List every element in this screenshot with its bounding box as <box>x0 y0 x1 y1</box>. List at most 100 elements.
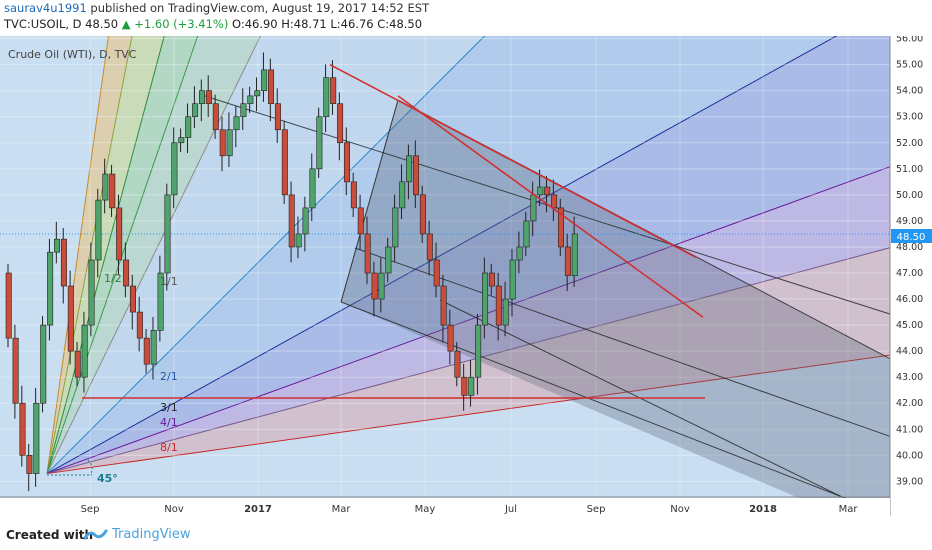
gann-fan <box>46 36 890 475</box>
symbol-line: TVC:USOIL, D 48.50 <box>4 17 122 31</box>
candle-body-6 <box>40 324 47 404</box>
tradingview-link[interactable]: TradingView <box>112 527 191 542</box>
y-tick-label-18: 56.00 <box>896 36 923 45</box>
candle-body-36 <box>247 95 254 105</box>
y-tick-label-14: 52.00 <box>896 138 923 149</box>
candle-body-48 <box>330 77 337 105</box>
candle-body-72 <box>495 285 502 326</box>
candle-body-26 <box>178 137 185 144</box>
candle-body-50 <box>343 142 350 183</box>
candle-body-83 <box>571 233 578 276</box>
candle-body-9 <box>60 238 67 287</box>
y-tick-label-10: 48.00 <box>896 242 923 253</box>
candle-body-25 <box>171 142 178 196</box>
candle-body-16 <box>109 173 116 209</box>
candle-body-43 <box>295 233 302 248</box>
candle-body-20 <box>136 311 143 339</box>
time-axis: Sep Nov 2017 Mar May Jul Sep Nov 2018 Mar <box>81 504 859 515</box>
fan-line-10 <box>46 354 890 475</box>
candle-body-22 <box>150 330 157 365</box>
y-tick-label-7: 45.00 <box>896 320 923 331</box>
candle-body-12 <box>81 324 88 378</box>
y-tick-label-15: 53.00 <box>896 112 923 123</box>
last-price-label: 48.50 <box>897 232 926 243</box>
candle-body-37 <box>254 90 261 97</box>
created-with-label: Created with <box>6 528 94 542</box>
fan-label-4: 3/1 <box>160 401 178 414</box>
y-tick-label-6: 44.00 <box>896 346 923 357</box>
symbol-info: TVC:USOIL, D 48.50 ▲ +1.60 (+3.41%) O:46… <box>4 17 422 31</box>
candle-body-55 <box>378 272 385 300</box>
fan-line-7 <box>46 36 838 474</box>
candles <box>5 52 578 492</box>
candle-body-7 <box>47 251 54 326</box>
candle-body-59 <box>406 155 413 183</box>
y-tick-label-12: 50.00 <box>896 190 923 201</box>
candle-body-19 <box>129 285 136 313</box>
fan-line-9 <box>46 247 890 475</box>
price-chart[interactable]: Crude Oil (WTI), D, TVC 39.00 40.00 41.00 4… <box>0 36 932 520</box>
candle-body-51 <box>350 181 357 209</box>
fan-line-2 <box>46 36 133 474</box>
candle-body-34 <box>233 116 240 131</box>
y-tick-label-17: 55.00 <box>896 60 923 71</box>
candle-body-67 <box>461 376 468 396</box>
candle-body-78 <box>537 186 544 196</box>
fan-band-7 <box>47 36 890 474</box>
fan-line-6 <box>46 36 486 474</box>
candle-body-14 <box>95 199 102 261</box>
candle-body-41 <box>281 129 288 196</box>
candle-body-13 <box>88 259 95 326</box>
candle-body-31 <box>212 103 219 131</box>
y-tick-label-1: 39.00 <box>896 476 923 487</box>
time-axis-background <box>0 498 890 516</box>
y-tick-label-2: 40.00 <box>896 450 923 461</box>
candle-body-3 <box>19 402 26 456</box>
y-tick-label-11: 49.00 <box>896 216 923 227</box>
x-tick-label-2: Nov <box>164 504 184 515</box>
y-tick-label-3: 41.00 <box>896 424 923 435</box>
candle-body-32 <box>219 129 226 157</box>
x-tick-label-9: 2018 <box>749 504 777 515</box>
x-tick-label-1: Sep <box>81 504 100 515</box>
candle-body-27 <box>185 116 192 138</box>
x-tick-label-10: Mar <box>839 504 859 515</box>
x-tick-label-5: May <box>415 504 436 515</box>
candle-body-38 <box>261 69 268 91</box>
y-tick-label-9: 47.00 <box>896 268 923 279</box>
candle-body-79 <box>544 186 551 196</box>
publish-info: saurav4u1991 published on TradingView.co… <box>4 1 429 15</box>
tradingview-logo-icon <box>84 529 108 540</box>
fan-label-1: 1/2 <box>104 272 122 285</box>
candle-body-71 <box>488 272 495 287</box>
candle-body-68 <box>468 376 475 396</box>
price-axis: 39.00 40.00 41.00 42.00 43.00 44.00 45.00 46.00… <box>896 36 923 487</box>
candle-body-76 <box>523 220 530 248</box>
fan-line-5 <box>46 36 261 474</box>
y-tick-label-4: 42.00 <box>896 398 923 409</box>
trendlines <box>329 63 704 318</box>
candle-body-10 <box>67 285 74 352</box>
candle-body-66 <box>454 350 461 378</box>
angle-label: 45° <box>97 472 118 485</box>
candle-body-21 <box>143 337 150 365</box>
candle-body-29 <box>199 90 206 105</box>
fan-label-6: 8/1 <box>160 441 178 454</box>
candle-body-69 <box>475 324 482 378</box>
chart-title: Crude Oil (WTI), D, TVC <box>8 48 137 61</box>
ohlc-values: O:46.90 H:48.71 L:46.76 C:48.50 <box>228 17 423 31</box>
candle-body-46 <box>316 116 323 170</box>
candle-body-17 <box>116 207 123 261</box>
candle-body-11 <box>74 350 81 378</box>
candle-body-15 <box>102 173 109 201</box>
candle-body-44 <box>302 207 309 235</box>
candle-body-70 <box>482 272 489 326</box>
fan-label-5: 4/1 <box>160 416 178 429</box>
footer: Created with TradingView <box>0 520 932 550</box>
candle-body-61 <box>419 194 426 235</box>
fan-line-4 <box>46 36 199 474</box>
author-link[interactable]: saurav4u1991 <box>4 1 87 15</box>
candle-body-80 <box>551 194 558 209</box>
candle-body-33 <box>226 129 233 157</box>
candle-body-35 <box>240 103 247 118</box>
